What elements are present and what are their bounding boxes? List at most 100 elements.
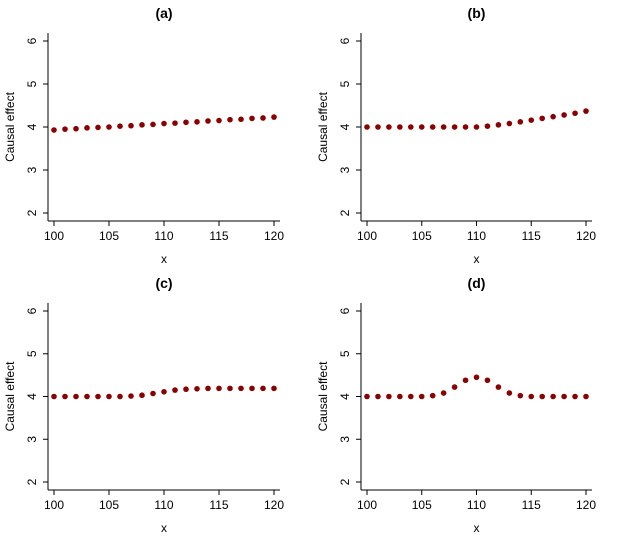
data-point — [128, 122, 134, 129]
data-point — [216, 117, 222, 124]
data-point — [271, 385, 277, 392]
data-point — [172, 387, 178, 393]
data-point — [117, 123, 123, 129]
data-point — [106, 393, 112, 400]
data-point — [517, 392, 524, 399]
data-point — [150, 390, 156, 397]
data-point — [205, 385, 211, 392]
x-tick-label: 100 — [357, 229, 377, 243]
chart-panel-3: (c) 100 105 110 115 120 2 3 4 5 6 x Causal effect — [3, 275, 284, 535]
data-point — [73, 125, 79, 132]
data-point — [375, 393, 381, 400]
data-point — [271, 114, 277, 120]
y-tick-label: 2 — [338, 209, 352, 216]
data-point — [572, 393, 578, 400]
data-point — [539, 115, 545, 122]
data-point — [260, 115, 266, 121]
data-point — [473, 374, 480, 381]
data-point — [506, 120, 513, 127]
data-point — [583, 393, 589, 400]
data-point — [386, 393, 392, 400]
data-point — [583, 108, 589, 114]
data-point — [205, 118, 211, 124]
data-point — [95, 124, 101, 131]
y-tick-label: 6 — [25, 307, 39, 314]
data-point — [528, 393, 535, 400]
y-tick-label: 5 — [338, 80, 352, 87]
data-point — [517, 119, 524, 125]
data-point — [539, 393, 545, 400]
data-point — [51, 127, 57, 133]
data-point — [506, 390, 513, 396]
data-point — [440, 390, 447, 396]
data-point — [418, 124, 425, 130]
panel-title: (a) — [155, 5, 172, 21]
x-tick-label: 115 — [522, 229, 541, 243]
y-axis-label: Causal effect — [3, 361, 17, 431]
data-point — [183, 386, 189, 393]
y-tick-label: 4 — [25, 393, 39, 400]
data-point — [62, 393, 68, 400]
data-point — [183, 119, 189, 126]
data-point — [386, 124, 392, 130]
data-point — [95, 393, 101, 400]
panel-title: (c) — [155, 275, 172, 291]
data-point — [227, 385, 233, 392]
x-tick-label: 105 — [99, 498, 119, 512]
x-tick-label: 120 — [576, 229, 596, 243]
y-tick-label: 5 — [25, 350, 39, 357]
data-point — [462, 124, 469, 130]
data-point — [150, 121, 156, 128]
chart-panel-2: (b) 100 105 110 115 120 2 3 4 5 6 x Causal effect — [316, 5, 596, 266]
data-point — [561, 393, 567, 400]
data-point — [238, 116, 244, 123]
data-point — [128, 393, 134, 399]
y-tick-label: 6 — [25, 37, 39, 44]
x-tick-label: 110 — [467, 498, 486, 512]
x-tick-label: 105 — [412, 498, 432, 512]
panel-title: (b) — [468, 5, 486, 21]
y-tick-label: 6 — [338, 37, 352, 44]
data-point — [473, 124, 480, 130]
x-tick-label: 120 — [264, 229, 284, 243]
data-point — [249, 385, 255, 392]
y-tick-label: 3 — [25, 436, 39, 443]
x-axis-label: x — [161, 252, 167, 266]
data-point — [51, 393, 57, 400]
data-point — [227, 116, 233, 123]
panel-title: (d) — [468, 275, 486, 291]
y-tick-label: 4 — [25, 123, 39, 130]
y-tick-label: 2 — [25, 478, 39, 485]
data-point — [572, 110, 578, 117]
y-tick-label: 4 — [338, 393, 352, 400]
x-tick-label: 100 — [44, 498, 64, 512]
chart-panel-4: (d) 100 105 110 115 120 2 3 4 5 6 x Causal effect — [316, 275, 596, 535]
data-point — [84, 125, 90, 131]
x-tick-label: 105 — [412, 229, 432, 243]
x-tick-label: 110 — [154, 229, 173, 243]
data-point — [260, 385, 266, 392]
data-point — [408, 124, 414, 130]
data-point — [429, 392, 436, 399]
data-point — [161, 388, 167, 395]
data-point — [249, 115, 255, 122]
x-tick-label: 115 — [209, 498, 228, 512]
x-tick-label: 120 — [576, 498, 596, 512]
data-point — [194, 386, 200, 392]
data-point — [550, 393, 556, 400]
y-axis-label: Causal effect — [316, 91, 330, 161]
data-point — [451, 124, 458, 130]
y-axis-label: Causal effect — [3, 91, 17, 161]
data-point — [364, 124, 370, 130]
data-point — [194, 119, 200, 125]
x-tick-label: 120 — [264, 498, 284, 512]
x-tick-label: 100 — [44, 229, 64, 243]
data-point — [62, 126, 68, 132]
y-tick-label: 4 — [338, 123, 352, 130]
data-point — [73, 393, 79, 400]
data-point — [139, 122, 145, 128]
y-tick-label: 5 — [25, 80, 39, 87]
y-axis-label: Causal effect — [316, 361, 330, 431]
data-point — [484, 123, 491, 129]
y-tick-label: 2 — [338, 478, 352, 485]
